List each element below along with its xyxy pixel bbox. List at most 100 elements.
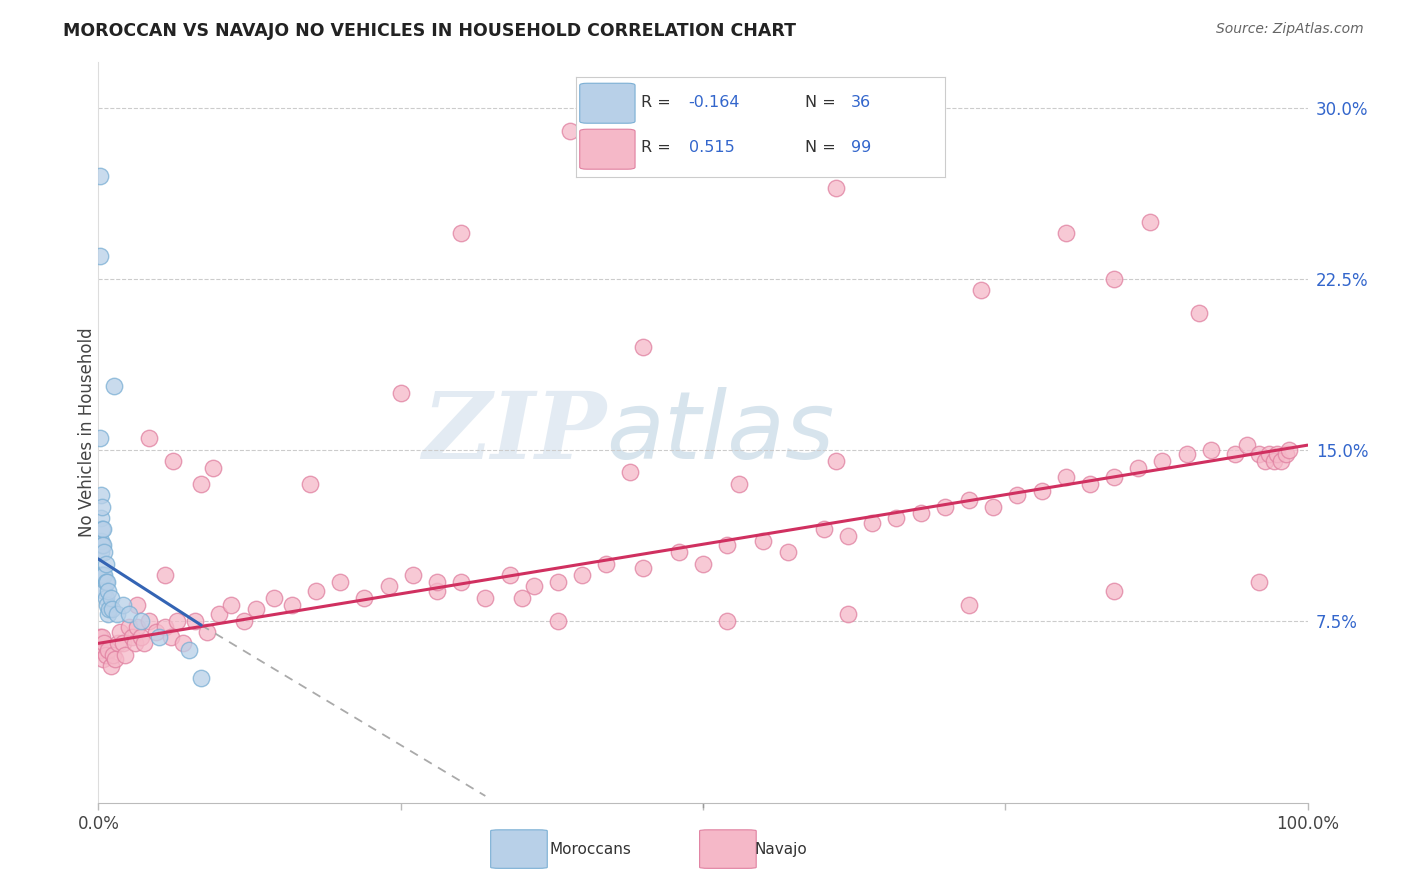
Point	[837, 607, 859, 621]
Point	[1249, 574, 1271, 589]
Point	[91, 500, 114, 514]
Point	[631, 340, 654, 354]
Point	[91, 538, 114, 552]
Point	[450, 227, 472, 241]
Point	[100, 602, 122, 616]
Point	[160, 630, 183, 644]
Point	[970, 283, 993, 297]
Point	[105, 607, 128, 621]
Point	[184, 614, 207, 628]
Point	[1102, 583, 1125, 598]
Point	[162, 454, 184, 468]
Point	[1199, 442, 1222, 457]
Point	[1263, 454, 1285, 468]
Point	[547, 614, 569, 628]
Point	[89, 568, 111, 582]
Point	[97, 607, 120, 621]
Point	[1254, 454, 1277, 468]
Point	[104, 652, 127, 666]
Point	[547, 574, 569, 589]
Point	[91, 568, 114, 582]
Point	[190, 476, 212, 491]
Text: ZIP: ZIP	[422, 388, 606, 477]
Point	[1031, 483, 1053, 498]
Point	[631, 561, 654, 575]
Point	[221, 598, 243, 612]
Point	[510, 591, 533, 605]
Point	[153, 620, 176, 634]
Point	[981, 500, 1004, 514]
Point	[111, 636, 134, 650]
Point	[90, 511, 112, 525]
Point	[94, 557, 117, 571]
Point	[90, 545, 112, 559]
Point	[1175, 447, 1198, 461]
Point	[145, 624, 167, 639]
Point	[389, 385, 412, 400]
Point	[668, 545, 690, 559]
Point	[1139, 215, 1161, 229]
Point	[97, 583, 120, 598]
Point	[1188, 306, 1211, 320]
Text: Source: ZipAtlas.com: Source: ZipAtlas.com	[1216, 22, 1364, 37]
Point	[860, 516, 883, 530]
Point	[89, 630, 111, 644]
Point	[825, 454, 848, 468]
Point	[1270, 454, 1292, 468]
Point	[571, 568, 593, 582]
Point	[1236, 438, 1258, 452]
Point	[619, 466, 641, 480]
Point	[202, 461, 225, 475]
Point	[837, 529, 859, 543]
Point	[96, 598, 118, 612]
Point	[263, 591, 285, 605]
Point	[523, 579, 546, 593]
Point	[450, 574, 472, 589]
Point	[305, 583, 328, 598]
Point	[1275, 447, 1298, 461]
Point	[1278, 442, 1301, 457]
Point	[299, 476, 322, 491]
Point	[886, 511, 908, 525]
Point	[93, 583, 115, 598]
Point	[108, 624, 131, 639]
Point	[172, 636, 194, 650]
Point	[97, 643, 120, 657]
Point	[114, 648, 136, 662]
Point	[474, 591, 496, 605]
Point	[127, 598, 149, 612]
Point	[93, 636, 115, 650]
Point	[93, 568, 115, 582]
Point	[353, 591, 375, 605]
Point	[190, 671, 212, 685]
Point	[825, 180, 848, 194]
Point	[98, 602, 121, 616]
Point	[281, 598, 304, 612]
Point	[89, 169, 111, 184]
Point	[138, 431, 160, 445]
Point	[716, 614, 738, 628]
Point	[91, 568, 114, 582]
Point	[595, 557, 617, 571]
Point	[90, 643, 112, 657]
Point	[957, 492, 980, 507]
Point	[558, 124, 581, 138]
Point	[329, 574, 352, 589]
Point	[1128, 461, 1150, 475]
Point	[195, 624, 218, 639]
Point	[1223, 447, 1246, 461]
Point	[124, 636, 146, 650]
Point	[127, 620, 149, 634]
Point	[498, 568, 520, 582]
Point	[1007, 488, 1029, 502]
Point	[100, 659, 122, 673]
Point	[91, 630, 114, 644]
Point	[426, 574, 449, 589]
Point	[1257, 447, 1279, 461]
Point	[402, 568, 425, 582]
Point	[94, 591, 117, 605]
Point	[90, 488, 112, 502]
Point	[91, 652, 114, 666]
Point	[103, 379, 125, 393]
Point	[245, 602, 267, 616]
